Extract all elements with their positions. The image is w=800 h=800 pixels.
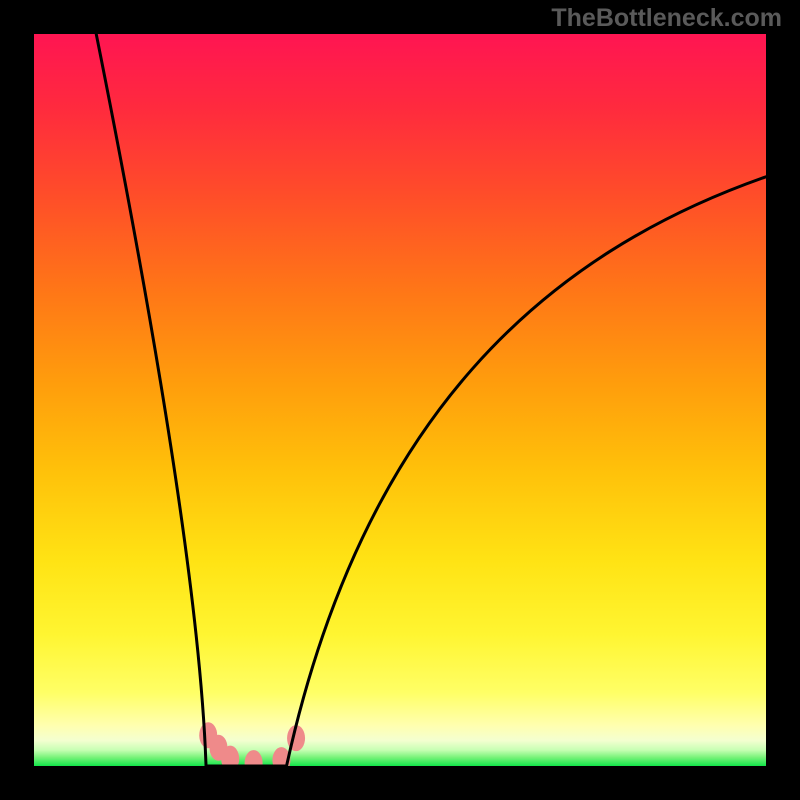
plot-area [34, 34, 766, 766]
curve-layer [34, 34, 766, 766]
floor-marker [245, 750, 263, 766]
watermark-text: TheBottleneck.com [551, 4, 782, 33]
bottleneck-curve [96, 34, 766, 766]
chart-stage: TheBottleneck.com [0, 0, 800, 800]
